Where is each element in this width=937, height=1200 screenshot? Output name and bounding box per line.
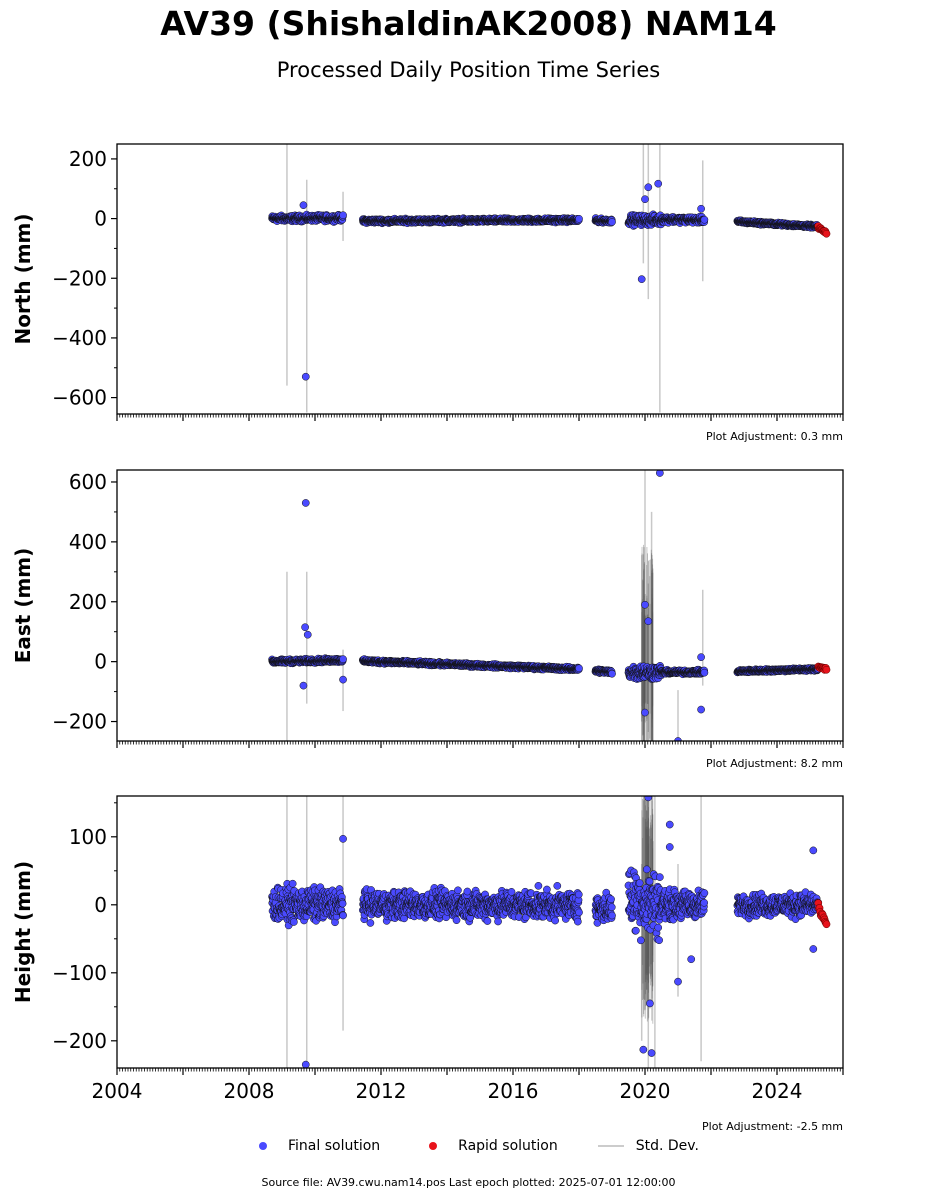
y-tick-label: −200 — [52, 266, 107, 290]
panel-north-data — [268, 144, 831, 413]
y-tick-label: 0 — [94, 650, 107, 674]
chart-title: AV39 (ShishaldinAK2008) NAM14 — [160, 4, 777, 43]
final-point — [288, 879, 297, 888]
final-point — [338, 899, 347, 908]
final-point — [700, 668, 709, 677]
y-tick-label: 200 — [69, 147, 107, 171]
y-axis-label: North (mm) — [11, 213, 35, 344]
y-tick-label: 400 — [69, 530, 107, 554]
y-tick-label: 200 — [69, 590, 107, 614]
final-point — [339, 911, 347, 920]
final-point — [290, 918, 298, 926]
final-point-outlier — [697, 705, 705, 714]
final-point-outlier — [656, 470, 664, 477]
final-point-outlier — [697, 204, 705, 213]
final-point-outlier — [299, 201, 308, 210]
final-point-outlier — [644, 183, 653, 192]
final-point-outlier — [301, 372, 310, 381]
final-point-outlier — [654, 179, 663, 188]
final-point-outlier — [303, 630, 312, 639]
final-point-outlier — [641, 708, 649, 717]
y-axis-label: East (mm) — [11, 548, 35, 664]
panel-east-frame — [116, 469, 844, 742]
final-point — [700, 215, 709, 224]
y-tick-label: 600 — [69, 470, 107, 494]
final-point-outlier — [697, 653, 705, 662]
y-tick-label: −400 — [52, 326, 107, 350]
rapid-point — [822, 665, 831, 674]
y-tick-label: 0 — [94, 207, 107, 231]
final-point-outlier — [641, 600, 649, 609]
chart-subtitle: Processed Daily Position Time Series — [276, 58, 661, 82]
final-point — [608, 218, 616, 226]
final-point-outlier — [301, 499, 310, 507]
rapid-point — [822, 229, 831, 238]
final-point-outlier — [637, 275, 646, 283]
final-point — [339, 211, 347, 220]
y-tick-label: −600 — [52, 386, 107, 410]
y-tick-label: −200 — [52, 710, 107, 734]
final-point — [575, 214, 583, 223]
panel-north-frame — [116, 143, 844, 415]
final-point — [608, 669, 616, 678]
final-point — [575, 664, 583, 673]
final-point-outlier — [339, 675, 347, 684]
final-point-outlier — [674, 737, 682, 741]
final-point-outlier — [641, 195, 649, 204]
plot-adjustment-note: Plot Adjustment: 0.3 mm — [706, 430, 843, 443]
panel-east-data — [268, 470, 831, 741]
final-point-outlier — [644, 617, 653, 626]
plot-adjustment-note: Plot Adjustment: 8.2 mm — [706, 757, 843, 770]
final-point-outlier — [301, 623, 309, 632]
final-point — [339, 655, 347, 664]
panel-height-data — [268, 796, 831, 1068]
final-point-outlier — [299, 681, 308, 690]
